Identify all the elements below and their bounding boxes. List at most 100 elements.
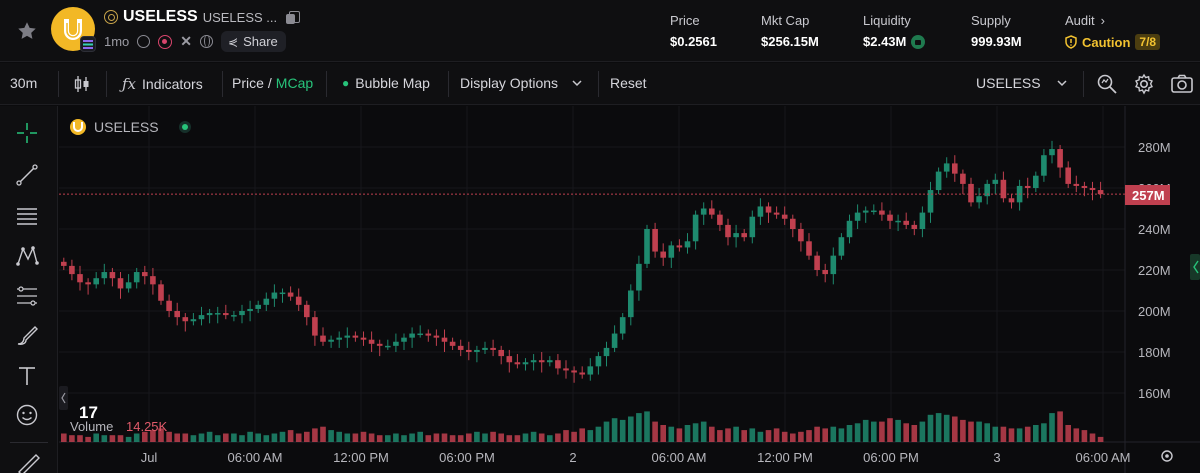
candle-body (312, 317, 318, 335)
legend-logo (70, 119, 86, 135)
volume-bar (1098, 437, 1104, 442)
candle-body (409, 334, 415, 338)
text-tool-icon[interactable] (14, 363, 40, 389)
bubble-map-label: Bubble Map (355, 75, 430, 91)
candle-body (272, 293, 278, 299)
volume-bar (571, 432, 577, 442)
copy-icon[interactable] (286, 11, 299, 24)
crosshair-icon[interactable] (14, 120, 40, 146)
gear-icon[interactable] (1133, 73, 1155, 95)
volume-bar (993, 427, 999, 442)
candle-body (968, 184, 974, 202)
volume-bar (669, 427, 675, 442)
volume-bar (434, 434, 440, 443)
x-tick-label: 12:00 PM (333, 450, 389, 465)
candle-body (709, 209, 715, 215)
candle-body (264, 299, 270, 305)
trend-line-icon[interactable] (14, 162, 40, 188)
interval-selector[interactable]: 30m (10, 75, 37, 91)
candle-body (401, 338, 407, 342)
candle-body (490, 348, 496, 350)
stat-label: Price (670, 13, 717, 28)
share-button[interactable]: ⋞ Share (221, 31, 286, 52)
volume-bar (766, 430, 772, 442)
x-tick-label: 06:00 AM (228, 450, 283, 465)
price-mcap-toggle[interactable]: Price / MCap (232, 75, 313, 91)
volume-bar (895, 420, 901, 442)
magnifier-icon[interactable] (1096, 73, 1118, 95)
candle-body (207, 313, 213, 315)
bubble-map-button[interactable]: ● Bubble Map (342, 75, 430, 91)
reset-button[interactable]: Reset (610, 75, 647, 91)
camera-icon[interactable] (1170, 73, 1194, 95)
emoji-icon[interactable] (14, 402, 40, 428)
candle-body (855, 213, 861, 221)
volume-bar (1009, 428, 1015, 442)
indicators-button[interactable]: ƒx Indicators (122, 75, 203, 93)
stat-value: 999.93M (971, 34, 1022, 49)
volume-bar (353, 434, 359, 443)
brush-icon[interactable] (14, 323, 40, 349)
stat-audit[interactable]: Audit › Caution 7/8 (1065, 13, 1160, 50)
globe-icon[interactable] (200, 35, 213, 48)
star-icon[interactable] (16, 20, 38, 42)
rail-collapse-handle[interactable] (59, 386, 68, 410)
volume-bar (774, 428, 780, 442)
volume-bar (887, 418, 893, 442)
x-icon[interactable]: ✕ (180, 33, 192, 50)
candle-body (417, 334, 423, 336)
volume-bar (644, 411, 650, 442)
volume-bar (183, 434, 189, 443)
candle-body (839, 237, 845, 255)
candle-body (685, 241, 691, 247)
candle-body (174, 311, 180, 317)
candle-body (1098, 190, 1104, 194)
volume-bar (976, 422, 982, 442)
volume-bar (1049, 413, 1055, 442)
audit-value-row[interactable]: Caution 7/8 (1065, 34, 1160, 50)
candle-body (288, 293, 294, 297)
candle-body (960, 174, 966, 184)
candle-body (498, 350, 504, 356)
volume-bar (660, 425, 666, 442)
candle-body (320, 336, 326, 342)
candle-body (814, 256, 820, 270)
candle-type-button[interactable] (74, 75, 90, 93)
horizontal-lines-icon[interactable] (14, 203, 40, 229)
panel-expand-handle[interactable] (1190, 254, 1200, 280)
time-axis-settings[interactable] (1162, 451, 1172, 461)
candle-body (733, 233, 739, 237)
candle-body (758, 206, 764, 216)
candle-body (166, 301, 172, 311)
volume-bar (207, 432, 213, 442)
volume-bar (612, 418, 618, 442)
candle-body (458, 346, 464, 350)
ruler-icon[interactable] (14, 450, 40, 473)
candle-body (1041, 155, 1047, 176)
volume-bar (288, 430, 294, 442)
volume-bar (847, 425, 853, 442)
y-tick-label: 200M (1138, 304, 1171, 319)
stat-label: Liquidity (863, 13, 925, 28)
fib-tool-icon[interactable] (14, 283, 40, 309)
y-tick-label: 240M (1138, 222, 1171, 237)
volume-bar (952, 417, 958, 443)
indicators-label: Indicators (142, 76, 203, 92)
token-meta-row: 1mo ✕ ⋞ Share (104, 31, 286, 52)
symbol-selector[interactable]: USELESS (976, 75, 1069, 91)
volume-bar (855, 423, 861, 442)
pump-icon[interactable] (158, 35, 172, 49)
volume-bar (733, 427, 739, 442)
pattern-tool-icon[interactable] (14, 243, 40, 269)
candle-body (563, 368, 569, 370)
audit-label-row[interactable]: Audit › (1065, 13, 1160, 28)
stat-market-cap: Mkt Cap $256.15M (761, 13, 819, 49)
display-options-button[interactable]: Display Options (460, 75, 584, 91)
volume-bar (369, 434, 375, 443)
candle-body (944, 163, 950, 171)
volume-bar (685, 425, 691, 442)
volume-bar (61, 434, 67, 443)
toggle-slash: / (268, 75, 272, 91)
mcap-toggle-label: MCap (276, 75, 313, 91)
